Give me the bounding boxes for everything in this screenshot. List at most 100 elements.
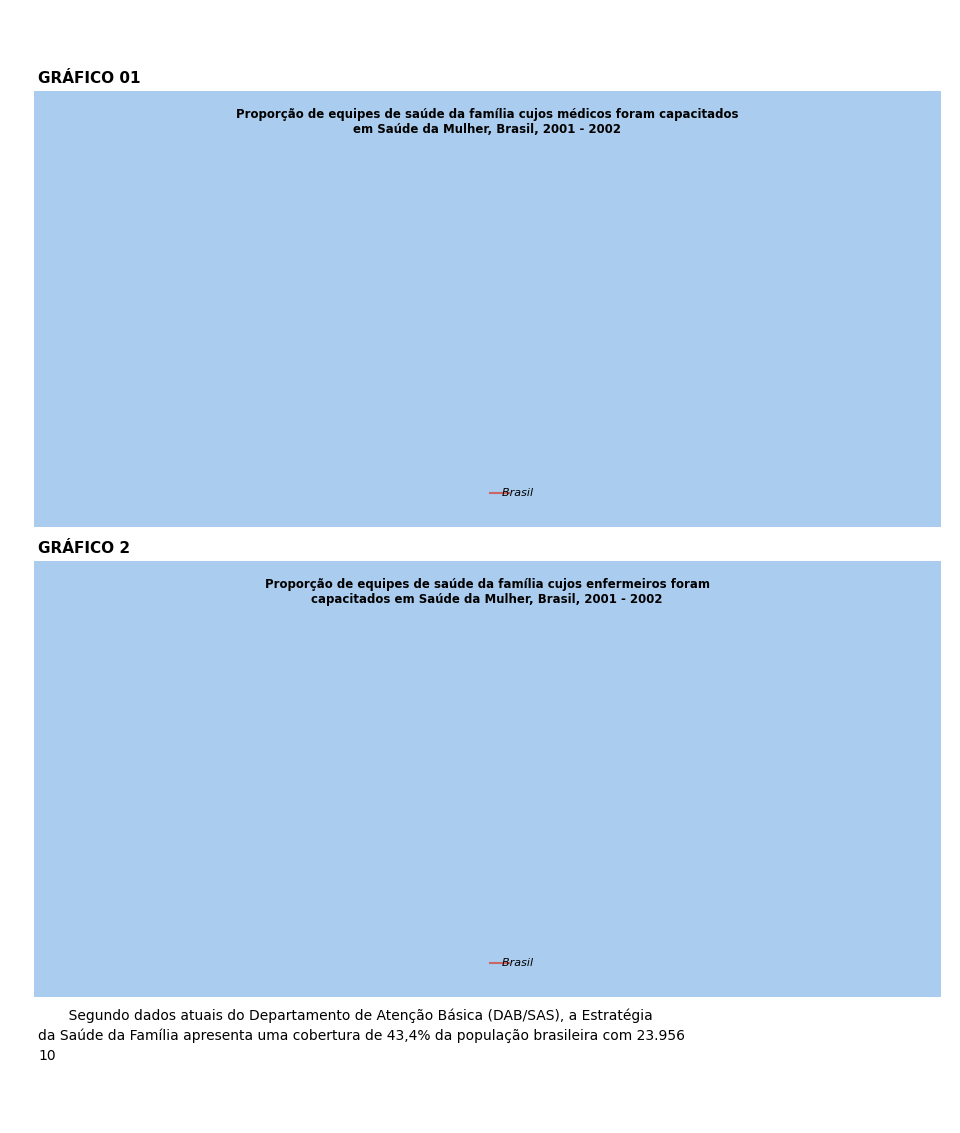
Bar [442,904,464,923]
Bar [685,792,708,923]
Bar [472,374,494,453]
Text: 21,6: 21,6 [168,380,189,389]
Text: 32,9: 32,9 [808,817,828,826]
Text: 23,3: 23,3 [168,845,188,854]
Bar [228,821,251,923]
Bar [747,800,768,923]
Bar [167,857,189,923]
Text: 48,7: 48,7 [137,301,158,310]
Text: 19,2: 19,2 [808,386,828,395]
Text: 53,7: 53,7 [534,757,554,766]
Bar [716,836,738,923]
Text: 41,4: 41,4 [686,322,707,331]
Bar [777,381,799,453]
Bar [167,391,189,453]
Text: 21,2: 21,2 [747,381,768,390]
Text: 42,5: 42,5 [869,790,890,799]
Text: Brasil: Brasil [494,488,533,497]
Text: 18,9: 18,9 [839,387,859,397]
Bar [289,772,311,923]
Text: 23,2: 23,2 [290,375,311,384]
Text: 18,1: 18,1 [503,390,524,399]
Text: 46,5: 46,5 [472,777,493,786]
Text: 65,5: 65,5 [656,723,677,732]
Text: Proporção de equipes de saúde da família cujos enfermeiros foram
capacitados em : Proporção de equipes de saúde da família… [265,578,709,606]
Bar [685,333,708,453]
Bar [137,718,158,923]
Bar [655,734,677,923]
Bar [533,768,555,923]
Bar [747,392,768,453]
Text: 86,3: 86,3 [900,663,921,672]
Bar [869,368,890,453]
Text: 64,4: 64,4 [199,256,219,265]
Bar [503,870,524,923]
Bar [564,802,586,923]
Bar [472,789,494,923]
Text: 27,1: 27,1 [594,364,615,373]
Text: 42,7: 42,7 [747,789,768,798]
Bar [442,440,464,453]
Bar [625,827,646,923]
Bar [198,267,220,453]
Text: 16,1: 16,1 [107,395,128,404]
Text: 5,9: 5,9 [262,425,277,434]
Text: 30,2: 30,2 [717,825,737,834]
Bar [807,398,829,453]
Text: 38,3: 38,3 [595,801,615,810]
Bar [107,407,129,453]
Bar [594,375,616,453]
Text: 56,2: 56,2 [321,750,341,759]
Text: 55,4: 55,4 [656,282,677,291]
Bar [411,793,433,923]
Bar [899,674,921,923]
Text: 35,1: 35,1 [228,811,250,819]
Text: 24,3: 24,3 [625,372,646,381]
Bar [259,871,280,923]
Text: 23,5: 23,5 [716,374,737,383]
Text: 25,1: 25,1 [778,369,799,378]
Text: Segundo dados atuais do Departamento de Atenção Básica (DAB/SAS), a Estratégia
d: Segundo dados atuais do Departamento de … [38,1008,685,1063]
Text: 57,2: 57,2 [381,276,402,286]
Bar [564,372,586,453]
Text: 52,5: 52,5 [290,760,311,769]
Bar [107,807,129,923]
Text: 34,1: 34,1 [534,343,555,352]
Bar [228,370,251,453]
Bar [838,824,860,923]
Text: 4,9: 4,9 [445,428,460,436]
Bar [411,363,433,453]
Text: 33,5: 33,5 [625,816,646,825]
Bar [777,783,799,923]
Bar [350,373,372,453]
Bar [289,386,311,453]
Text: 29,3: 29,3 [869,357,890,366]
Bar [259,436,280,453]
Bar [503,401,524,453]
Text: 45,1: 45,1 [412,782,433,791]
Text: 18,6: 18,6 [503,859,524,868]
Bar [350,782,372,923]
Text: 6,8: 6,8 [445,893,460,902]
Bar [838,399,860,453]
Bar [869,801,890,923]
Text: 28,7: 28,7 [228,359,250,368]
Text: 31,3: 31,3 [412,351,432,360]
Bar [381,707,402,923]
Text: 28,2: 28,2 [564,360,585,369]
Text: 78,0: 78,0 [199,687,219,696]
Text: 42,1: 42,1 [564,791,585,800]
Text: GRÁFICO 01: GRÁFICO 01 [38,71,141,86]
Bar [320,761,342,923]
Text: 74,4: 74,4 [900,227,921,236]
Bar [198,698,220,923]
Bar [716,385,738,453]
Bar [655,293,677,453]
Text: 18,2: 18,2 [259,860,280,869]
Text: 45,6: 45,6 [686,781,707,790]
Text: Proporção de equipes de saúde da família cujos médicos foram capacitados
em Saúd: Proporção de equipes de saúde da família… [236,108,738,136]
Bar [625,383,646,453]
Bar [381,288,402,453]
Text: 27,4: 27,4 [472,363,493,372]
Text: 70,9: 70,9 [137,707,158,716]
